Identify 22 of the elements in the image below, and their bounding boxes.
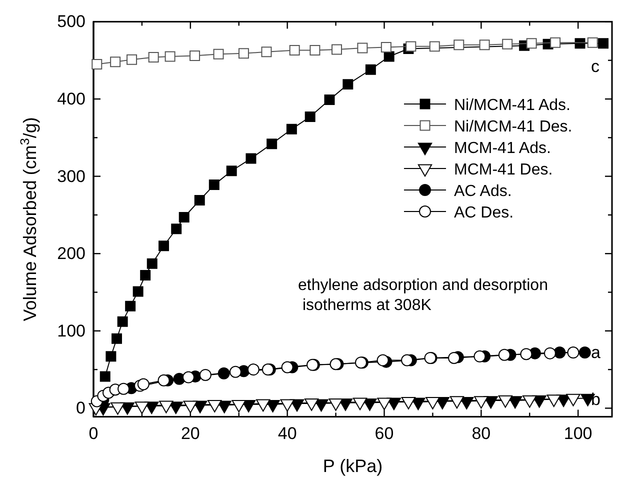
x-tick-label: 80 — [472, 424, 491, 443]
y-tick-label: 200 — [57, 244, 86, 264]
legend-label: MCM-41 Des. — [454, 162, 553, 178]
x-tick-label: 0 — [88, 424, 98, 443]
x-tick-label: 40 — [278, 424, 297, 443]
legend-label: AC Ads. — [454, 183, 512, 200]
x-axis-title: P (kPa) — [322, 456, 383, 476]
annotation: ethylene adsorption and desorption isotherms at 308K — [298, 277, 548, 314]
y-tick-label: 0 — [76, 398, 86, 418]
y-tick-label: 300 — [57, 166, 86, 186]
x-tick-label: 100 — [564, 424, 592, 443]
annotation: c — [591, 57, 600, 76]
y-tick-label: 400 — [57, 89, 86, 108]
x-tick-label: 60 — [374, 424, 394, 443]
annotation: a — [591, 343, 601, 362]
y-tick-label: 500 — [57, 12, 86, 32]
legend-label: MCM-41 Ads. — [454, 140, 551, 157]
y-tick-label: 100 — [57, 321, 86, 340]
legend-label: Ni/MCM-41 Des. — [454, 118, 572, 136]
x-tick-label: 20 — [180, 424, 200, 443]
legend-label: AC Des. — [454, 204, 514, 222]
legend-label: Ni/MCM-41 Ads. — [454, 97, 570, 114]
